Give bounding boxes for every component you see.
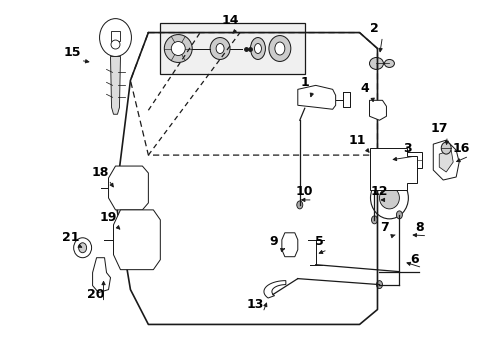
Ellipse shape (111, 40, 120, 49)
Text: 16: 16 (451, 141, 469, 155)
Text: 13: 13 (246, 298, 263, 311)
Bar (406, 152, 422, 168)
Ellipse shape (296, 201, 302, 209)
Ellipse shape (136, 256, 142, 263)
Polygon shape (438, 150, 452, 172)
Ellipse shape (136, 244, 142, 251)
Ellipse shape (127, 184, 134, 192)
Ellipse shape (268, 36, 290, 62)
Ellipse shape (369, 58, 383, 69)
Polygon shape (108, 166, 148, 210)
Text: 9: 9 (269, 235, 278, 248)
Ellipse shape (164, 35, 192, 62)
Text: 14: 14 (221, 14, 238, 27)
Text: 15: 15 (64, 46, 81, 59)
Polygon shape (369, 100, 386, 120)
Polygon shape (110, 57, 120, 114)
Ellipse shape (79, 243, 86, 253)
Ellipse shape (274, 42, 285, 55)
Polygon shape (264, 280, 285, 298)
Text: 2: 2 (369, 22, 378, 35)
Bar (110, 31, 120, 41)
Text: 10: 10 (295, 185, 313, 198)
Polygon shape (113, 210, 160, 270)
Ellipse shape (216, 44, 224, 54)
Text: 4: 4 (360, 82, 368, 95)
Ellipse shape (171, 41, 185, 55)
Ellipse shape (250, 37, 265, 59)
Ellipse shape (74, 238, 91, 258)
Ellipse shape (396, 211, 402, 219)
Text: 17: 17 (429, 122, 447, 135)
Text: 20: 20 (87, 288, 104, 301)
Ellipse shape (127, 197, 134, 203)
Text: 21: 21 (62, 231, 79, 244)
Polygon shape (432, 140, 458, 180)
Ellipse shape (254, 44, 261, 54)
Bar (160, 23, 304, 75)
Ellipse shape (371, 216, 377, 224)
Polygon shape (92, 258, 110, 293)
Ellipse shape (440, 142, 450, 154)
Ellipse shape (384, 59, 394, 67)
Ellipse shape (136, 219, 142, 225)
Text: 1: 1 (300, 76, 308, 89)
Ellipse shape (136, 231, 142, 238)
Polygon shape (281, 233, 297, 257)
Text: 5: 5 (315, 235, 324, 248)
Text: 18: 18 (92, 166, 109, 179)
Text: 3: 3 (402, 141, 411, 155)
Text: 19: 19 (100, 211, 117, 224)
Polygon shape (369, 148, 416, 190)
Text: 6: 6 (409, 253, 418, 266)
Ellipse shape (376, 280, 382, 289)
Ellipse shape (127, 172, 134, 180)
Ellipse shape (370, 177, 407, 219)
Text: 7: 7 (379, 221, 388, 234)
Text: 8: 8 (414, 221, 423, 234)
Polygon shape (297, 85, 335, 109)
Text: 11: 11 (348, 134, 366, 147)
Ellipse shape (100, 19, 131, 57)
Text: 12: 12 (370, 185, 387, 198)
Ellipse shape (210, 37, 229, 59)
Ellipse shape (379, 187, 399, 209)
